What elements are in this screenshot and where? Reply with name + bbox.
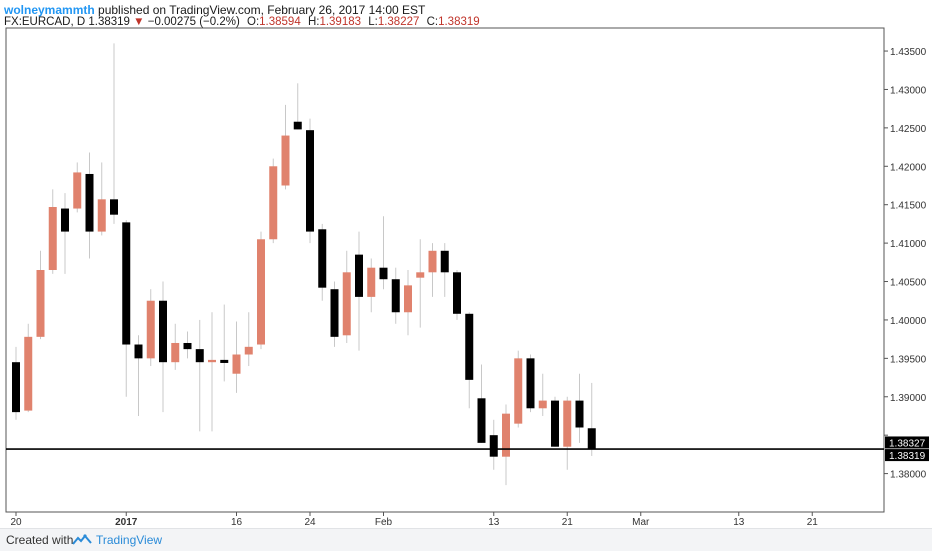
close-label: C:	[426, 16, 439, 28]
x-tick-label-0: 20	[10, 517, 22, 528]
candle-body-42	[526, 358, 535, 409]
candle-body-4	[61, 208, 69, 232]
candle-body-5	[73, 172, 82, 209]
candle-body-43	[538, 400, 547, 409]
open-value: 1.38594	[259, 16, 301, 28]
close-value: 1.38319	[438, 16, 480, 28]
y-tick-label-7: 1.41500	[890, 201, 927, 212]
candle-body-3	[48, 207, 57, 270]
candle-body-23	[293, 121, 302, 130]
candle-body-24	[306, 130, 314, 232]
candle-body-45	[563, 400, 572, 447]
candlestick-chart[interactable]: 1.38000 1.39000 1.39500 1.40000 1.40500 1.410…	[0, 0, 932, 528]
x-tick-label-3: 24	[304, 517, 316, 528]
y-tick-label-3: 1.39500	[890, 354, 927, 365]
footer-bar: Created with TradingView	[0, 528, 932, 551]
price-label-box-0	[885, 436, 929, 449]
candle-body-17	[220, 359, 229, 363]
candle-body-34	[428, 250, 437, 273]
candle-body-31	[391, 279, 400, 313]
candle-body-22	[281, 135, 290, 186]
chart-header: wolneymammth published on TradingView.co…	[0, 0, 932, 28]
y-tick-label-5: 1.40500	[890, 278, 927, 289]
change-down-icon: ▼	[133, 16, 145, 28]
low-label: L:	[368, 16, 378, 28]
candle-body-39	[489, 435, 498, 457]
author-link[interactable]: wolneymammth	[4, 3, 95, 17]
open-label: O:	[247, 16, 260, 28]
tradingview-logo-icon[interactable]	[72, 534, 92, 546]
high-value: 1.39183	[319, 16, 362, 28]
candle-body-47	[587, 428, 596, 450]
candle-body-19	[244, 346, 253, 355]
candle-body-36	[453, 272, 461, 314]
tradingview-brand-link[interactable]: TradingView	[96, 533, 163, 547]
x-tick-label-2: 16	[231, 517, 243, 528]
candle-body-6	[85, 173, 94, 232]
y-tick-label-8: 1.42000	[890, 162, 927, 173]
y-tick-label-6: 1.41000	[890, 239, 927, 250]
created-with-text: Created with	[6, 533, 74, 547]
candle-body-35	[440, 250, 449, 273]
x-tick-label-5: 13	[488, 517, 500, 528]
high-label: H:	[307, 16, 320, 28]
candle-body-44	[551, 400, 559, 447]
candle-body-28	[355, 254, 363, 297]
price-label-0: 1.38327	[889, 438, 926, 449]
candle-body-1	[24, 336, 33, 411]
candle-body-12	[159, 300, 167, 363]
price-label-1: 1.38319	[889, 451, 926, 462]
publisher-line: wolneymammth published on TradingView.co…	[4, 3, 425, 17]
candle-body-14	[183, 342, 192, 350]
price-change: −0.00275 (−0.2%)	[147, 16, 240, 28]
last-price: 1.38319	[88, 16, 130, 28]
y-tick-label-11: 1.43500	[890, 47, 927, 58]
candle-body-41	[514, 358, 523, 424]
candle-body-20	[257, 239, 265, 345]
candle-body-33	[416, 272, 425, 278]
y-tick-label-4: 1.40000	[890, 316, 927, 327]
candle-body-32	[404, 285, 412, 313]
candle-body-11	[146, 300, 155, 359]
candle-body-9	[122, 222, 131, 345]
candle-body-13	[171, 342, 180, 363]
y-tick-label-9: 1.42500	[890, 124, 927, 135]
symbol-legend: FX:EURCAD, D 1.38319 ▼ −0.00275 (−0.2%) …	[4, 16, 480, 28]
candle-body-15	[195, 349, 204, 363]
x-tick-label-6: 21	[562, 517, 574, 528]
candle-body-8	[110, 199, 118, 215]
low-value: 1.38227	[377, 16, 420, 28]
symbol-label[interactable]: FX:EURCAD, D	[4, 16, 86, 28]
candle-body-25	[318, 229, 327, 288]
candle-body-40	[502, 413, 510, 457]
candle-body-16	[208, 359, 216, 363]
candle-body-37	[465, 313, 474, 380]
candle-body-46	[575, 400, 584, 428]
candle-body-0	[12, 362, 20, 413]
x-tick-label-4: Feb	[375, 517, 393, 528]
candle-body-21	[269, 166, 278, 240]
candle-body-29	[367, 267, 376, 297]
candle-body-26	[330, 289, 339, 337]
x-tick-label-8: 13	[733, 517, 745, 528]
candle-body-38	[477, 398, 486, 443]
x-tick-label-1: 2017	[115, 517, 138, 528]
candle-body-27	[342, 272, 351, 336]
candle-body-18	[232, 354, 241, 374]
x-tick-label-7: Mar	[632, 517, 650, 528]
candle-body-2	[36, 270, 45, 337]
candle-body-7	[97, 199, 106, 232]
candle-body-10	[134, 344, 143, 359]
y-tick-label-2: 1.39000	[890, 393, 927, 404]
price-label-box-1	[885, 449, 929, 462]
y-tick-label-0: 1.38000	[890, 470, 927, 481]
candle-body-30	[379, 267, 388, 280]
y-tick-label-10: 1.43000	[890, 85, 927, 96]
x-tick-label-9: 21	[807, 517, 819, 528]
published-text: published on TradingView.com, February 2…	[98, 3, 426, 17]
